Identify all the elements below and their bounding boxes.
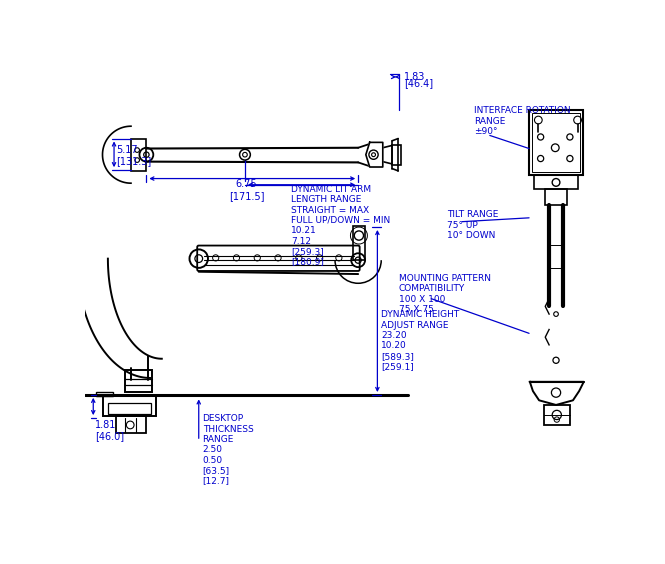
Bar [131,139,146,171]
Text: 1.83: 1.83 [404,72,426,82]
Bar [534,175,579,190]
Bar [125,371,152,392]
Text: DYNAMIC LIT ARM
LENGTH RANGE
STRAIGHT = MAX
FULL UP/DOWN = MIN
10.21
7.12
[259.3: DYNAMIC LIT ARM LENGTH RANGE STRAIGHT = … [291,185,390,267]
Polygon shape [530,382,584,405]
Bar [103,395,156,416]
Bar [352,226,365,260]
Polygon shape [366,142,383,167]
Text: MOUNTING PATTERN
COMPATIBILITY
100 X 100
75 X 75: MOUNTING PATTERN COMPATIBILITY 100 X 100… [399,274,491,314]
Bar [532,113,580,173]
Text: INTERFACE ROTATION
RANGE
±90°: INTERFACE ROTATION RANGE ±90° [473,106,571,136]
Text: [46.4]: [46.4] [404,78,434,89]
FancyBboxPatch shape [198,245,360,271]
Bar [545,190,567,205]
Bar [529,110,583,175]
Text: TILT RANGE
75° UP
10° DOWN: TILT RANGE 75° UP 10° DOWN [447,210,498,240]
Text: 1.81
[46.0]: 1.81 [46.0] [95,420,124,441]
Text: DYNAMIC HEIGHT
ADJUST RANGE
23.20
10.20
[589.3]
[259.1]: DYNAMIC HEIGHT ADJUST RANGE 23.20 10.20 … [381,310,460,371]
Bar [544,405,570,425]
Bar [96,392,112,396]
Bar [108,403,151,414]
Bar [116,416,146,433]
Text: DESKTOP
THICKNESS
RANGE
2.50
0.50
[63.5]
[12.7]: DESKTOP THICKNESS RANGE 2.50 0.50 [63.5]… [203,414,253,486]
Bar [392,145,401,165]
Text: 5.17
[131.3]: 5.17 [131.3] [116,145,152,166]
Text: 6.75
[171.5]: 6.75 [171.5] [229,179,264,201]
